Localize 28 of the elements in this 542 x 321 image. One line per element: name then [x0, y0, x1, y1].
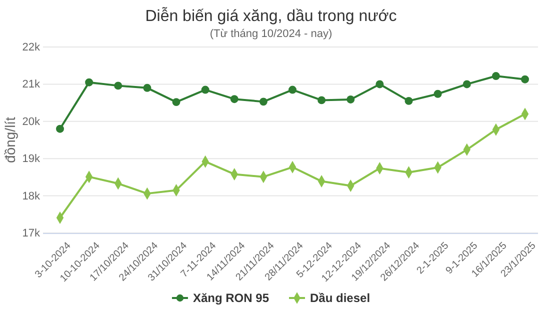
- y-tick-label: 21k: [22, 78, 40, 91]
- y-tick-label: 18k: [22, 190, 40, 202]
- point: [346, 95, 355, 104]
- y-tick-label: 17k: [22, 228, 40, 240]
- point: [492, 72, 500, 80]
- point: [259, 98, 268, 106]
- point: [434, 90, 442, 98]
- legend-label: Xăng RON 95: [192, 291, 270, 306]
- point: [462, 80, 471, 88]
- point: [404, 96, 413, 105]
- point: [85, 78, 94, 86]
- point: [318, 96, 326, 104]
- point: [376, 80, 384, 88]
- y-tick-label: 20k: [22, 116, 40, 128]
- point: [114, 82, 122, 90]
- point: [288, 86, 296, 94]
- y-tick-label: 19k: [22, 153, 40, 166]
- point: [230, 95, 238, 104]
- y-tick-label: 22k: [22, 42, 40, 54]
- chart-title: Diễn biến giá xăng, dầu trong nước: [145, 7, 397, 25]
- point: [143, 84, 152, 92]
- point: [56, 124, 64, 133]
- point: [521, 75, 529, 84]
- point: [172, 98, 180, 106]
- y-axis-title: đồng/lít: [2, 116, 18, 163]
- chart-subtitle: (Từ tháng 10/2024 - nay): [210, 28, 332, 40]
- legend-label: Dầu diesel: [310, 291, 370, 306]
- point: [201, 86, 210, 94]
